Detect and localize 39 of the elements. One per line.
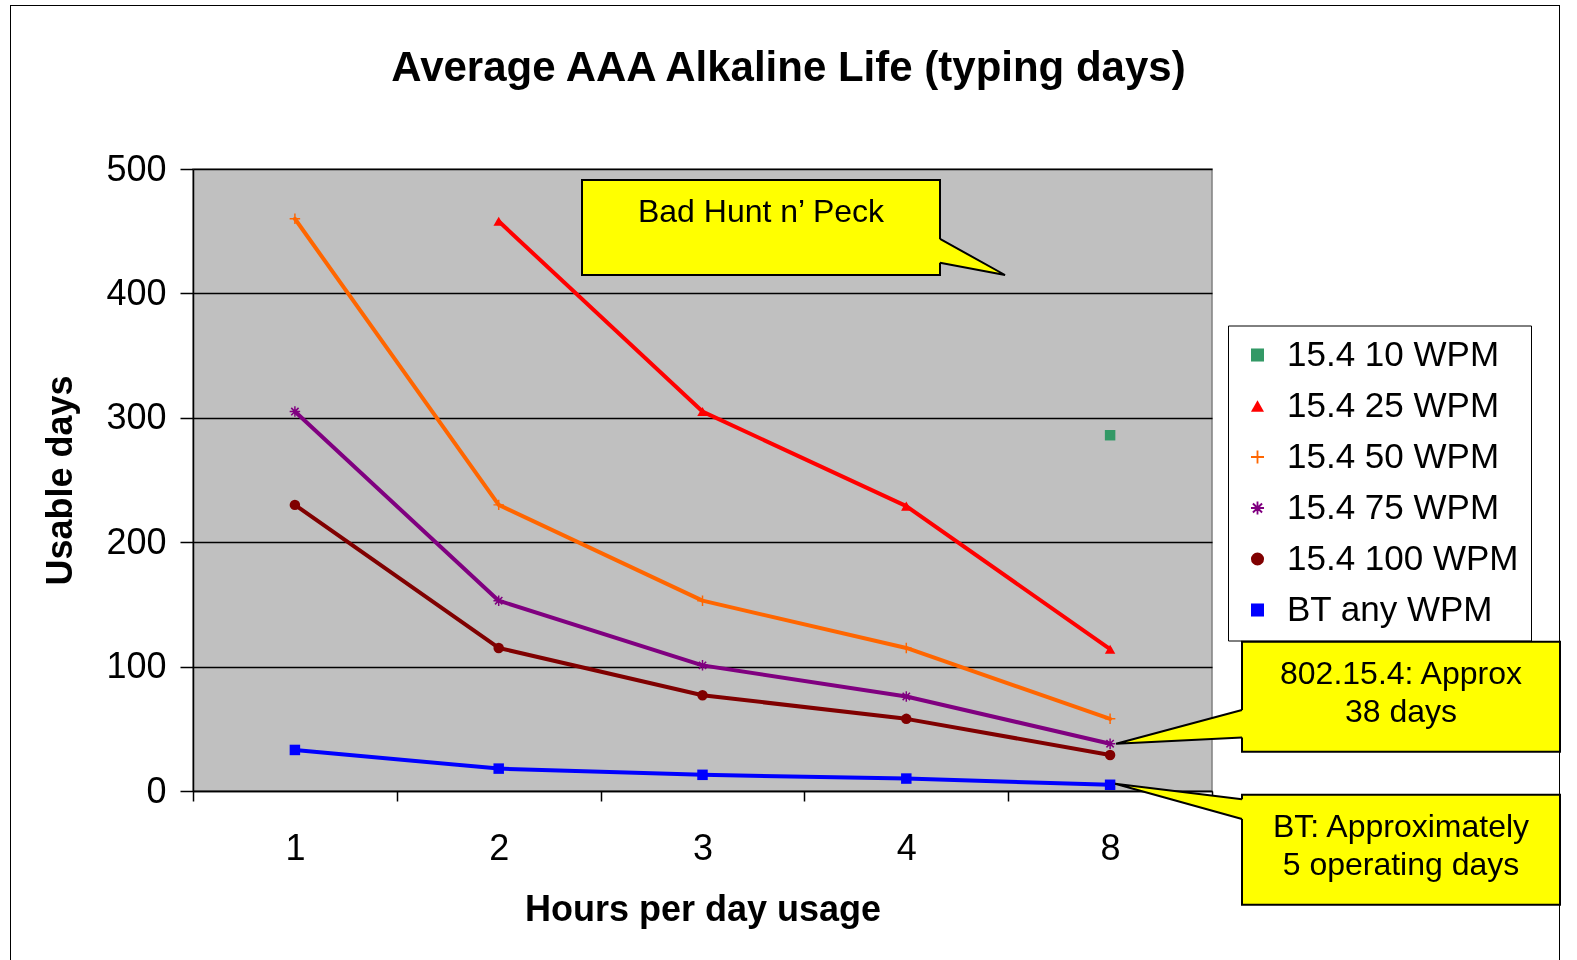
annotation: Bad Hunt n’ Peck <box>637 193 885 229</box>
point <box>1104 429 1116 441</box>
point <box>1104 713 1116 725</box>
point <box>1104 749 1116 761</box>
annotation: 802.15.4: Approx 38 days <box>1280 654 1522 729</box>
x-tick-label: 1 <box>285 826 306 868</box>
legend-label: BT any WPM <box>1287 589 1493 628</box>
x-tick-label: 2 <box>489 826 510 868</box>
legend-label: 15.4 50 WPM <box>1287 436 1500 475</box>
y-tick-label: 200 <box>106 520 167 562</box>
legend-label: 15.4 25 WPM <box>1287 385 1500 424</box>
point <box>289 499 301 511</box>
chart-title: Average AAA Alkaline Life (typing days) <box>391 43 1186 90</box>
point <box>697 407 708 417</box>
y-axis-title: Usable days <box>39 375 81 586</box>
point <box>901 773 912 784</box>
y-tick-label: 400 <box>106 271 167 313</box>
x-tick-label: 4 <box>896 826 917 868</box>
legend-label: 15.4 75 WPM <box>1287 487 1500 526</box>
x-axis-title: Hours per day usage <box>524 887 882 929</box>
point <box>1104 779 1116 791</box>
point <box>697 689 708 701</box>
point <box>493 642 504 654</box>
y-tick-label: 500 <box>106 147 167 189</box>
point <box>697 769 708 781</box>
y-tick-label: 100 <box>106 645 167 687</box>
point <box>901 713 912 725</box>
point <box>493 763 504 774</box>
legend-label: 15.4 100 WPM <box>1287 538 1519 577</box>
x-tick-label: 3 <box>692 826 714 868</box>
point <box>289 213 301 224</box>
y-tick-label: 0 <box>146 769 167 811</box>
legend-label: 15.4 10 WPM <box>1287 334 1500 373</box>
point <box>289 744 301 756</box>
x-tick-label: 8 <box>1100 826 1121 868</box>
point <box>493 499 504 511</box>
point <box>1104 644 1116 654</box>
y-tick-label: 300 <box>106 396 167 438</box>
annotation: BT: Approximately 5 operating days <box>1272 807 1530 882</box>
